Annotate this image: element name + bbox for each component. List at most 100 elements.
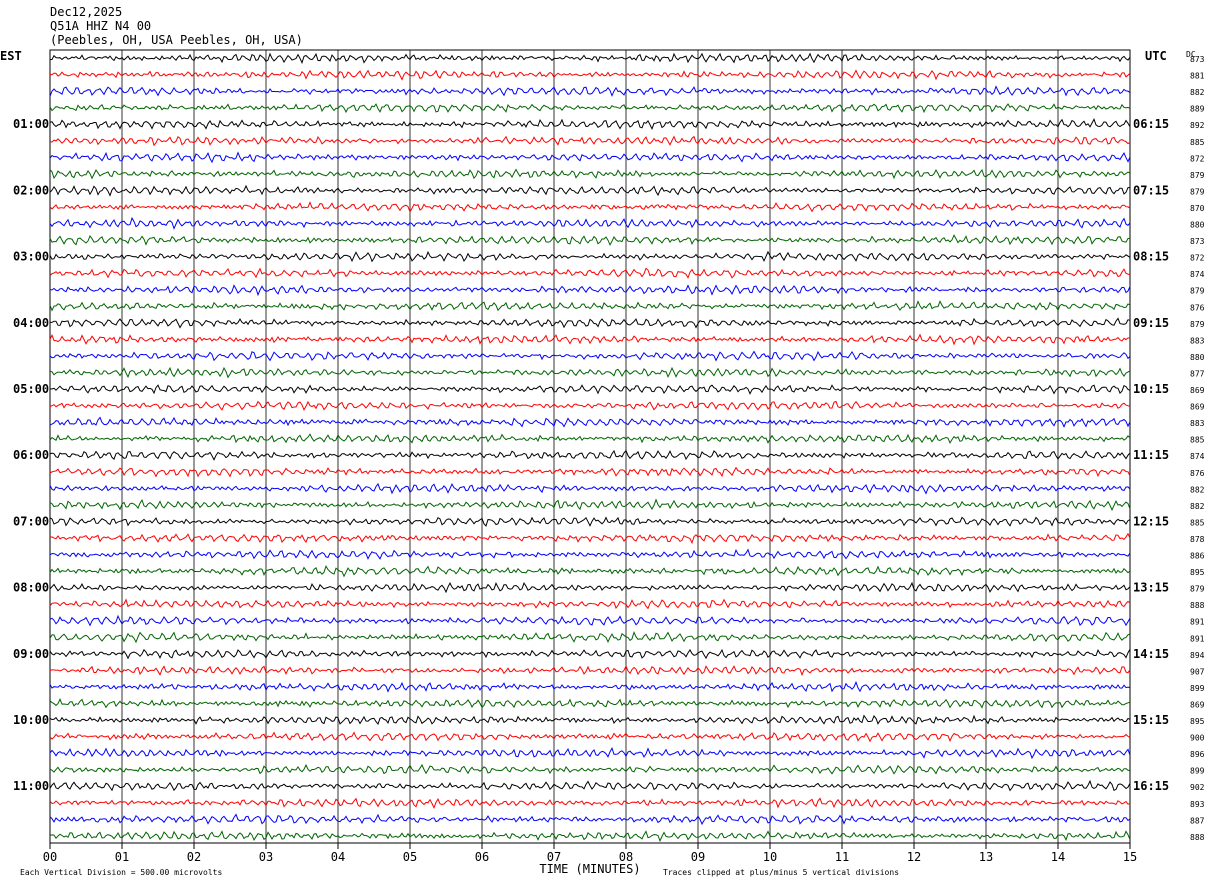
trace-23 (49, 416, 1131, 428)
trace-47 (49, 813, 1131, 826)
dc-offset-label: 876 (1190, 469, 1205, 478)
dc-offset-label: 894 (1190, 651, 1205, 660)
left-time-label: 04:00 (13, 316, 49, 330)
dc-offset-label: 882 (1190, 485, 1205, 494)
dc-offset-label: 869 (1190, 403, 1205, 412)
dc-offset-label: 874 (1190, 452, 1205, 461)
dc-offset-label: 877 (1190, 369, 1205, 378)
trace-13 (49, 250, 1131, 263)
trace-15 (49, 284, 1131, 297)
x-tick-label: 11 (835, 850, 849, 864)
trace-36 (49, 631, 1131, 644)
right-axis-label: UTC (1145, 49, 1167, 63)
right-time-label: 10:15 (1133, 382, 1169, 396)
dc-offset-label: 873 (1190, 237, 1205, 246)
right-time-label: 16:15 (1133, 779, 1169, 793)
dc-offset-label: 879 (1190, 187, 1205, 196)
dc-offset-label: 887 (1190, 816, 1205, 825)
trace-11 (49, 216, 1131, 230)
x-tick-label: 00 (43, 850, 57, 864)
trace-33 (49, 581, 1131, 594)
trace-30 (49, 532, 1131, 545)
dc-offset-label: 886 (1190, 552, 1205, 561)
x-tick-label: 10 (763, 850, 777, 864)
trace-27 (49, 482, 1131, 495)
dc-offset-label: 879 (1190, 320, 1205, 329)
trace-39 (49, 680, 1131, 693)
dc-offset-label: 891 (1190, 634, 1205, 643)
trace-14 (49, 267, 1131, 279)
trace-5 (49, 118, 1131, 131)
x-tick-label: 15 (1123, 850, 1137, 864)
x-tick-label: 07 (547, 850, 561, 864)
dc-offset-label: 880 (1190, 221, 1205, 230)
left-time-label: 06:00 (13, 448, 49, 462)
right-time-label: 13:15 (1133, 581, 1169, 595)
trace-44 (49, 763, 1131, 775)
dc-offset-label: 883 (1190, 419, 1205, 428)
trace-43 (49, 746, 1131, 760)
seismic-traces (49, 52, 1131, 843)
left-time-label: 02:00 (13, 183, 49, 197)
left-time-label: 07:00 (13, 514, 49, 528)
trace-37 (49, 648, 1131, 660)
dc-offset-label: 872 (1190, 254, 1205, 263)
trace-20 (49, 366, 1131, 379)
right-time-label: 09:15 (1133, 316, 1169, 330)
dc-offset-label: 899 (1190, 684, 1205, 693)
dc-offset-label: 872 (1190, 154, 1205, 163)
x-tick-label: 05 (403, 850, 417, 864)
trace-21 (49, 384, 1131, 395)
trace-34 (49, 598, 1131, 610)
left-time-label: 01:00 (13, 117, 49, 131)
dc-offset-label: 895 (1190, 717, 1205, 726)
plot-frame (49, 49, 1131, 844)
trace-16 (49, 300, 1131, 312)
dc-offset-label: 873 (1190, 55, 1205, 64)
dc-offset-label: 889 (1190, 105, 1205, 114)
left-axis-label: EST (0, 49, 22, 63)
trace-1 (50, 52, 1131, 65)
dc-offset-label: 869 (1190, 700, 1205, 709)
trace-17 (50, 317, 1131, 329)
grid-lines (49, 49, 1131, 849)
trace-24 (49, 433, 1131, 445)
left-time-label: 03:00 (13, 250, 49, 264)
trace-31 (49, 548, 1131, 560)
dc-offset-label: 891 (1190, 618, 1205, 627)
x-tick-label: 02 (187, 850, 201, 864)
dc-offset-label: 895 (1190, 568, 1205, 577)
dc-offset-label: 885 (1190, 518, 1205, 527)
trace-7 (49, 151, 1131, 164)
dc-offset-label: 880 (1190, 353, 1205, 362)
dc-offset-label: 896 (1190, 750, 1205, 759)
right-time-label: 11:15 (1133, 448, 1169, 462)
x-axis-label: TIME (MINUTES) (539, 862, 640, 876)
trace-18 (49, 333, 1131, 346)
trace-10 (49, 201, 1131, 213)
x-tick-label: 03 (259, 850, 273, 864)
header-date: Dec12,2025 (50, 5, 123, 19)
trace-6 (49, 135, 1131, 147)
dc-offset-label: 899 (1190, 767, 1205, 776)
dc-offset-label: 878 (1190, 535, 1205, 544)
trace-35 (49, 614, 1131, 627)
x-tick-label: 04 (331, 850, 345, 864)
x-tick-label: 08 (619, 850, 633, 864)
trace-3 (49, 85, 1131, 97)
trace-2 (49, 69, 1131, 81)
trace-46 (49, 797, 1131, 809)
dc-offset-label: 900 (1190, 734, 1205, 743)
trace-8 (49, 168, 1131, 180)
trace-19 (49, 350, 1131, 362)
axis-labels: 00 01 02 03 04 05 06 07 08 09 10 11 12 13 14 15 873 881 88… (0, 49, 1205, 877)
x-tick-label: 06 (475, 850, 489, 864)
trace-26 (49, 466, 1131, 478)
x-tick-label: 01 (115, 850, 129, 864)
dc-offset-label: 888 (1190, 833, 1205, 842)
trace-42 (49, 731, 1131, 743)
dc-offset-label: 879 (1190, 585, 1205, 594)
x-tick-label: 13 (979, 850, 993, 864)
trace-40 (49, 698, 1131, 709)
